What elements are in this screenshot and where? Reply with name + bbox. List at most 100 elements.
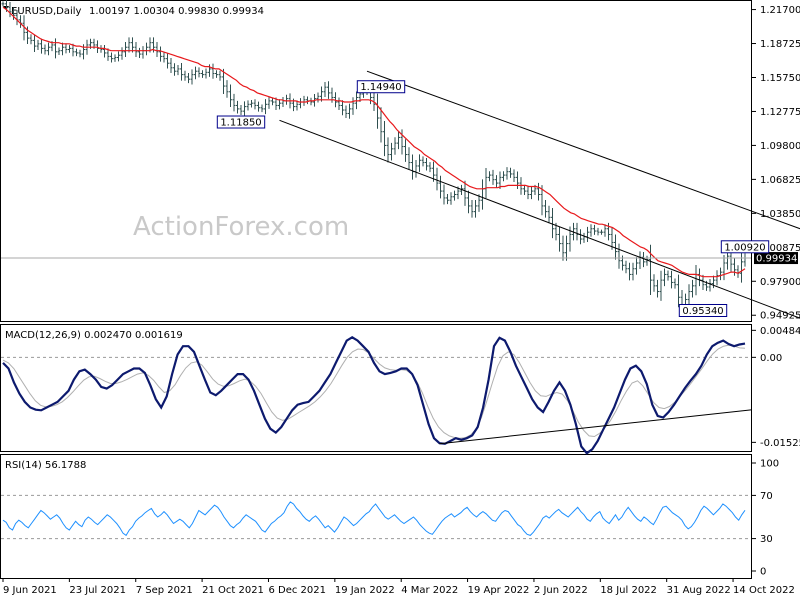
price-annotations: 0.99934 1.14940 1.11850 1.00920 0.95340 [1,70,800,319]
ohlc-bar [64,43,68,54]
rsi-y-axis: 100 70 30 0 [752,459,779,578]
ohlc-bar [558,226,561,252]
ohlc-bar [425,157,428,171]
ohlc-bar [43,44,47,55]
ohlc-bar [341,100,344,116]
date-tick-label: 21 Oct 2021 [202,585,264,596]
ohlc-bar [397,131,400,150]
macd-main-line [2,336,746,455]
ohlc-bar [740,252,743,283]
ohlc-bar [218,70,222,81]
ohlc-bar [127,37,131,53]
rsi-tick-label: 70 [760,491,773,502]
macd-signal-line [2,344,746,439]
ohlc-bar [243,101,246,117]
ohlc-bar [691,279,694,298]
ohlc-bar [250,99,253,108]
ohlc-bar [488,171,491,182]
ohlc-bar [509,167,512,178]
ohlc-bar [670,270,673,289]
ohlc-bar [477,194,481,212]
ohlc-bar [701,274,705,290]
ohlc-bar [78,49,82,58]
ohlc-bar [117,51,120,62]
ohlc-bar [337,97,341,111]
ohlc-bar [327,81,330,99]
ohlc-bar [12,7,15,20]
price-series [1,0,747,313]
ohlc-bar [124,41,127,58]
ohlc-bar [295,100,299,111]
ohlc-bar [113,54,117,62]
price-tick-label: 1.06825 [760,175,800,186]
ohlc-bar [348,103,351,119]
ohlc-bar [134,41,138,58]
ohlc-bar [194,66,197,80]
ohlc-bar [712,275,715,289]
ohlc-bar [103,44,106,58]
ohlc-bar [260,104,264,113]
ohlc-bar [320,86,323,102]
ohlc-bar [267,96,271,109]
ohlc-bar [57,47,61,55]
ohlc-bar [232,93,236,112]
ohlc-bar [561,235,565,261]
price-panel-header: EURUSD,Daily 1.00197 1.00304 0.99830 0.9… [3,6,264,17]
ohlc-bar [589,224,593,237]
ohlc-bar [404,139,407,162]
price-tick-label: 1.15750 [760,73,800,84]
rsi-series [1,494,751,540]
ohlc-bar [663,268,666,287]
date-tick-label: 14 Oct 2022 [733,585,795,596]
ohlc-bar [110,52,113,63]
price-tick-label: 0.94925 [760,311,800,322]
ohlc-bar [190,69,194,85]
price-tick-label: 1.21700 [760,5,800,16]
current-price-label: 0.99934 [756,254,797,265]
ohlc-bar [379,107,383,143]
ohlc-bar [540,185,544,216]
ohlc-bar [316,92,320,103]
price-trendline [279,119,800,319]
price-label-text: 1.11850 [220,118,261,129]
ohlc-bar [187,73,190,84]
ohlc-bar [575,222,579,241]
ohlc-bar [229,84,232,108]
date-tick-label: 19 Apr 2022 [468,585,530,596]
ohlc-bar [215,70,218,78]
ohlc-bar [54,38,57,59]
ohlc-bar [236,100,239,114]
rsi-panel-frame [0,454,752,579]
ohlc-bar [197,67,201,78]
ohlc-bar [617,243,621,269]
ohlc-bar [246,100,250,111]
ohlc-bar [323,81,327,98]
date-tick-label: 2 Jun 2022 [534,585,588,596]
ohlc-bar [351,97,355,115]
date-x-axis: 9 Jun 2021 23 Jul 2021 7 Sep 2021 21 Oct 20… [2,578,795,596]
date-tick-label: 23 Jul 2021 [69,585,126,596]
ohlc-bar [169,57,173,74]
macd-y-axis: 0.004843 0.00 -0.01525 [752,326,800,449]
ohlc-bar [435,167,439,191]
ohlc-bar [600,229,603,235]
ohlc-bar [61,42,64,56]
ohlc-bar [407,147,411,170]
price-tick-label: 0.97900 [760,277,800,288]
rsi-label: RSI(14) 56.1788 [5,460,86,471]
ohlc-bar [715,270,719,286]
date-tick-label: 18 Jul 2022 [600,585,657,596]
ohlc-bar [474,199,477,218]
price-label-text: 0.95340 [682,306,723,317]
date-tick-label: 4 Mar 2022 [401,585,458,596]
ohlc-bar [428,162,432,173]
ohlc-bar [526,186,530,200]
ohlc-bar [544,199,547,218]
ohlc-bar [418,154,421,172]
ohlc-bar [278,99,281,110]
price-tick-label: 1.00875 [760,243,800,254]
ohlc-bar [372,90,376,111]
ohlc-bar [47,42,50,56]
ohlc-bar [642,252,645,268]
price-label-box [356,80,406,94]
